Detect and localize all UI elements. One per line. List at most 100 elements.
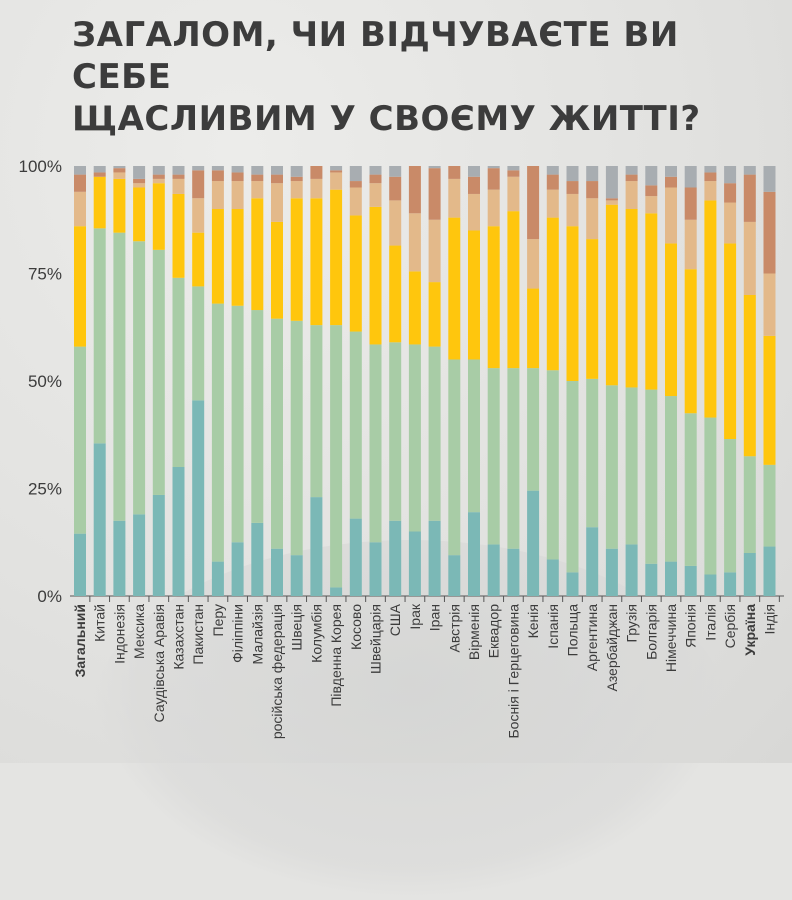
bar-segment <box>408 271 421 345</box>
bar-segment <box>487 226 500 369</box>
bar-group <box>74 166 86 596</box>
x-tick-label: Загальний <box>72 604 88 677</box>
y-tick-label: 50% <box>28 372 62 391</box>
bar-segment <box>310 497 323 596</box>
bar-group <box>763 166 776 596</box>
bar-segment <box>743 553 756 596</box>
bar-segment <box>645 389 658 564</box>
title-line-1: ЗАГАЛОМ, ЧИ ВІДЧУВАЄТЕ ВИ СЕБЕ <box>72 15 679 97</box>
bar-segment <box>487 166 500 169</box>
bar-segment <box>349 187 362 216</box>
bar-segment <box>625 181 638 209</box>
title-line-2: ЩАСЛИВИМ У СВОЄМУ ЖИТТІ? <box>72 99 701 139</box>
bar-segment <box>684 219 697 270</box>
x-tick-label: Китай <box>92 604 108 642</box>
bar-segment <box>684 187 697 220</box>
bar-segment <box>231 181 244 209</box>
bar-segment <box>724 202 737 244</box>
x-tick-label: Азербайджан <box>604 604 620 692</box>
bar-segment <box>152 183 165 250</box>
bar-segment <box>310 325 323 498</box>
bar-segment <box>428 282 441 347</box>
bar-segment <box>527 239 540 289</box>
bar-segment <box>507 548 520 596</box>
bar-group <box>468 166 480 596</box>
bar-segment <box>389 200 402 246</box>
bar-segment <box>684 269 697 414</box>
bar-segment <box>211 181 224 209</box>
bar-segment <box>546 559 559 596</box>
bar-segment <box>605 548 618 596</box>
bar-segment <box>665 176 677 188</box>
bar-segment <box>172 174 185 179</box>
bar-segment <box>251 310 264 523</box>
bar-segment <box>211 303 224 562</box>
bar-segment <box>487 168 500 190</box>
bar-group <box>665 166 677 596</box>
bar-segment <box>113 520 126 596</box>
bar-segment <box>468 166 480 177</box>
bar-segment <box>113 178 126 233</box>
y-tick-label: 100% <box>19 157 62 176</box>
bar-segment <box>369 174 382 184</box>
bar-segment <box>468 512 480 596</box>
bar-segment <box>211 170 224 182</box>
bar-segment <box>507 176 520 212</box>
bar-segment <box>704 574 717 596</box>
bar-segment <box>93 443 106 596</box>
bar-segment <box>93 172 106 177</box>
bar-group <box>349 166 362 596</box>
x-tick-label: російська федерація <box>269 604 285 739</box>
bar-segment <box>310 198 323 326</box>
x-tick-label: Південна Корея <box>328 604 344 707</box>
x-tick-label: Іран <box>427 604 443 631</box>
bar-segment <box>468 176 480 194</box>
bar-segment <box>586 166 599 182</box>
bar-segment <box>546 174 559 190</box>
bar-segment <box>468 193 480 231</box>
bar-segment <box>290 198 303 321</box>
y-tick-label: 25% <box>28 480 62 499</box>
bar-segment <box>271 174 283 184</box>
bar-segment <box>448 555 461 596</box>
x-tick-label: Колумбія <box>308 604 324 663</box>
bar-segment <box>74 191 86 227</box>
bar-segment <box>172 467 185 596</box>
bar-group <box>290 166 303 596</box>
x-tick-label: Вірменія <box>466 604 482 660</box>
bar-segment <box>487 368 500 545</box>
bar-segment <box>152 174 165 179</box>
bar-segment <box>468 230 480 360</box>
bar-segment <box>389 342 402 521</box>
bar-segment <box>566 226 579 381</box>
x-tick-label: Казахстан <box>171 604 187 670</box>
bar-segment <box>428 520 441 596</box>
bar-segment <box>192 198 205 233</box>
bar-group <box>428 166 441 596</box>
bar-segment <box>704 200 717 418</box>
bar-segment <box>763 273 776 336</box>
bar-segment <box>566 381 579 573</box>
bar-segment <box>389 520 402 596</box>
bar-segment <box>527 166 540 240</box>
bar-segment <box>566 193 579 227</box>
bar-segment <box>724 243 737 440</box>
bar-segment <box>271 318 283 549</box>
bar-segment <box>349 181 362 188</box>
bar-segment <box>743 221 756 295</box>
x-tick-label: Косово <box>348 604 364 650</box>
bar-segment <box>369 542 382 596</box>
bar-segment <box>448 178 461 218</box>
bar-segment <box>93 176 106 229</box>
bar-segment <box>290 181 303 199</box>
bar-segment <box>743 166 756 175</box>
bar-segment <box>389 166 402 177</box>
bar-segment <box>310 166 323 179</box>
bar-segment <box>74 226 86 347</box>
bar-segment <box>724 166 737 184</box>
bar-segment <box>645 185 658 197</box>
bar-segment <box>152 249 165 495</box>
bar-segment <box>330 172 343 190</box>
bar-segment <box>763 166 776 192</box>
bar-segment <box>586 239 599 379</box>
